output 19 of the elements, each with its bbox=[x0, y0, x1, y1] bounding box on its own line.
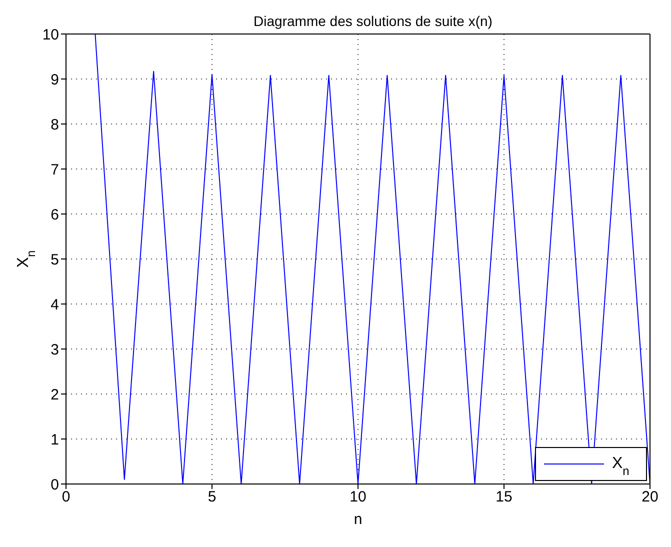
y-tick-label: 9 bbox=[50, 71, 59, 88]
y-tick-label: 7 bbox=[50, 161, 59, 178]
legend-label: X$_{n}$ bbox=[612, 455, 630, 478]
y-tick-label: 10 bbox=[42, 26, 59, 44]
x-tick-label: 20 bbox=[642, 488, 658, 506]
y-tick-label: 5 bbox=[50, 251, 59, 268]
y-tick-label: 4 bbox=[50, 296, 59, 314]
x-tick-label: 0 bbox=[62, 488, 70, 506]
y-tick-label: 6 bbox=[50, 206, 59, 224]
chart-title: Diagramme des solutions de suite x(n) bbox=[254, 13, 492, 29]
y-tick-label: 3 bbox=[50, 341, 59, 358]
y-tick-label: 2 bbox=[50, 386, 59, 404]
y-tick-label: 1 bbox=[50, 431, 59, 448]
y-tick-label: 8 bbox=[50, 116, 59, 134]
x-axis-title: n bbox=[354, 511, 362, 528]
x-tick-label: 5 bbox=[208, 488, 216, 506]
x-tick-label: 15 bbox=[496, 488, 512, 506]
y-tick-label: 0 bbox=[50, 476, 59, 494]
x-tick-label: 10 bbox=[350, 488, 366, 506]
